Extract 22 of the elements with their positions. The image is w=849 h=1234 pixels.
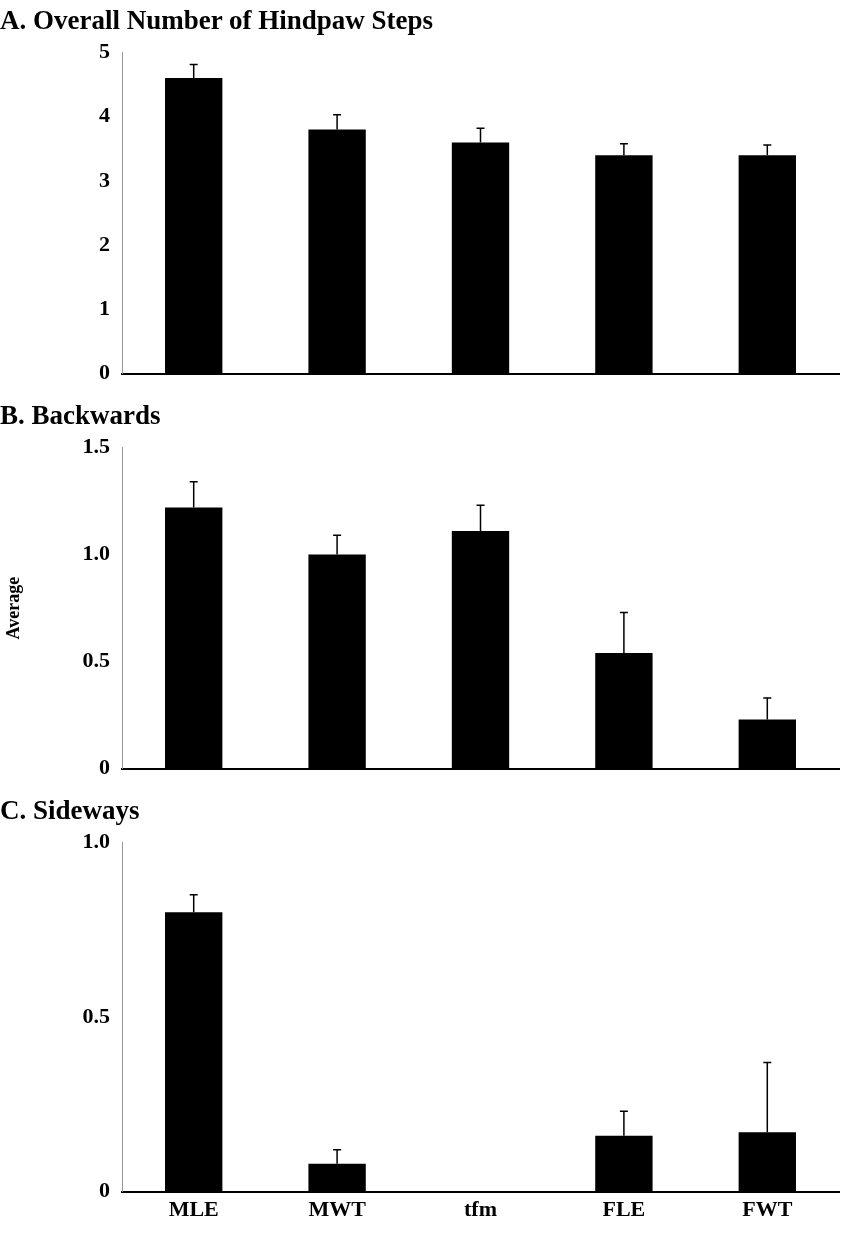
y-tick-label: 0.5 [82,1002,110,1028]
y-tick-label: 5 [99,38,110,64]
x-tick-label: FWT [742,1196,793,1222]
y-tick-label: 1.5 [82,433,110,459]
x-tick-label: MLE [168,1196,219,1222]
chart-title: A. Overall Number of Hindpaw Steps [0,5,434,36]
y-tick-label: 2 [99,230,110,256]
y-tick-label: 0 [99,359,110,385]
y-tick-label: 0.5 [82,647,110,673]
y-tick-label: 1 [99,295,110,321]
y-tick-label: 0 [99,754,110,780]
chart-title: B. Backwards [0,400,161,431]
chart-title: C. Sideways [0,795,140,826]
y-axis-title: Average [3,576,24,640]
y-tick-label: 0 [99,1177,110,1203]
y-tick-label: 4 [99,102,110,128]
y-tick-label: 1.0 [82,540,110,566]
y-tick-label: 3 [99,166,110,192]
x-tick-label: FLE [602,1196,646,1222]
x-tick-label: tfm [464,1196,497,1222]
y-tick-label: 1.0 [82,828,110,854]
x-tick-label: MWT [308,1196,367,1222]
